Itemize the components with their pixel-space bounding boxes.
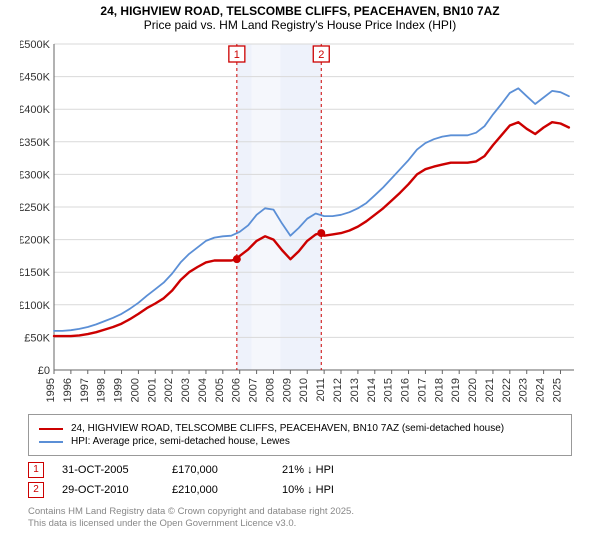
svg-text:2000: 2000 <box>129 378 141 402</box>
svg-text:1999: 1999 <box>113 378 125 402</box>
svg-text:£400K: £400K <box>20 104 51 116</box>
svg-text:2003: 2003 <box>180 378 192 402</box>
svg-text:2022: 2022 <box>501 378 513 402</box>
svg-text:2015: 2015 <box>383 378 395 402</box>
svg-text:1997: 1997 <box>79 378 91 402</box>
svg-text:£250K: £250K <box>20 202 51 214</box>
legend: 24, HIGHVIEW ROAD, TELSCOMBE CLIFFS, PEA… <box>28 414 572 456</box>
svg-text:2020: 2020 <box>467 378 479 402</box>
marker-table: 1 31-OCT-2005 £170,000 21% ↓ HPI 2 29-OC… <box>28 462 572 498</box>
svg-text:2016: 2016 <box>400 378 412 402</box>
svg-text:2009: 2009 <box>281 378 293 402</box>
svg-text:£300K: £300K <box>20 169 51 181</box>
svg-text:2004: 2004 <box>197 378 209 402</box>
svg-text:1998: 1998 <box>96 378 108 402</box>
marker-row-2: 2 29-OCT-2010 £210,000 10% ↓ HPI <box>28 482 572 498</box>
svg-text:1996: 1996 <box>62 378 74 402</box>
svg-text:£100K: £100K <box>20 300 51 312</box>
chart-container: £0 £50K £100K £150K £200K £250K £300K £350K £400… <box>20 36 580 406</box>
marker-badge-1: 1 <box>28 462 44 478</box>
svg-text:2002: 2002 <box>163 378 175 402</box>
svg-text:2010: 2010 <box>298 378 310 402</box>
svg-text:£350K: £350K <box>20 137 51 149</box>
svg-text:2013: 2013 <box>349 378 361 402</box>
footer-line1: Contains HM Land Registry data © Crown c… <box>28 506 572 518</box>
svg-text:2017: 2017 <box>416 378 428 402</box>
svg-text:2: 2 <box>318 49 324 61</box>
legend-row-hpi: HPI: Average price, semi-detached house,… <box>39 436 561 447</box>
svg-text:£450K: £450K <box>20 72 51 84</box>
svg-text:2023: 2023 <box>518 378 530 402</box>
line-chart: £0 £50K £100K £150K £200K £250K £300K £350K £400… <box>20 36 580 406</box>
svg-text:2007: 2007 <box>248 378 260 402</box>
svg-text:£150K: £150K <box>20 267 51 279</box>
svg-text:2024: 2024 <box>535 378 547 402</box>
svg-text:2018: 2018 <box>433 378 445 402</box>
legend-swatch-property <box>39 428 63 430</box>
svg-text:£50K: £50K <box>24 332 50 344</box>
svg-text:2014: 2014 <box>366 378 378 402</box>
svg-text:£0: £0 <box>38 365 50 377</box>
svg-text:2005: 2005 <box>214 378 226 402</box>
footer: Contains HM Land Registry data © Crown c… <box>28 506 572 531</box>
legend-row-property: 24, HIGHVIEW ROAD, TELSCOMBE CLIFFS, PEA… <box>39 423 561 434</box>
footer-line2: This data is licensed under the Open Gov… <box>28 518 572 530</box>
svg-text:2012: 2012 <box>332 378 344 402</box>
svg-text:2008: 2008 <box>264 378 276 402</box>
svg-text:2021: 2021 <box>484 378 496 402</box>
svg-text:1995: 1995 <box>45 378 57 402</box>
svg-text:£500K: £500K <box>20 39 51 51</box>
svg-text:2025: 2025 <box>551 378 563 402</box>
svg-text:2001: 2001 <box>146 378 158 402</box>
marker-date-2: 29-OCT-2010 <box>62 484 172 496</box>
svg-text:2006: 2006 <box>231 378 243 402</box>
legend-label-hpi: HPI: Average price, semi-detached house,… <box>71 436 290 447</box>
chart-title-line1: 24, HIGHVIEW ROAD, TELSCOMBE CLIFFS, PEA… <box>0 0 600 18</box>
svg-text:2019: 2019 <box>450 378 462 402</box>
marker-delta-1: 21% ↓ HPI <box>282 464 334 476</box>
marker-row-1: 1 31-OCT-2005 £170,000 21% ↓ HPI <box>28 462 572 478</box>
svg-text:£200K: £200K <box>20 235 51 247</box>
marker-date-1: 31-OCT-2005 <box>62 464 172 476</box>
marker-delta-2: 10% ↓ HPI <box>282 484 334 496</box>
marker-price-2: £210,000 <box>172 484 282 496</box>
marker-badge-2: 2 <box>28 482 44 498</box>
svg-text:2011: 2011 <box>315 378 327 402</box>
legend-label-property: 24, HIGHVIEW ROAD, TELSCOMBE CLIFFS, PEA… <box>71 423 504 434</box>
marker-price-1: £170,000 <box>172 464 282 476</box>
chart-title-line2: Price paid vs. HM Land Registry's House … <box>0 18 600 36</box>
legend-swatch-hpi <box>39 441 63 443</box>
svg-text:1: 1 <box>234 49 240 61</box>
